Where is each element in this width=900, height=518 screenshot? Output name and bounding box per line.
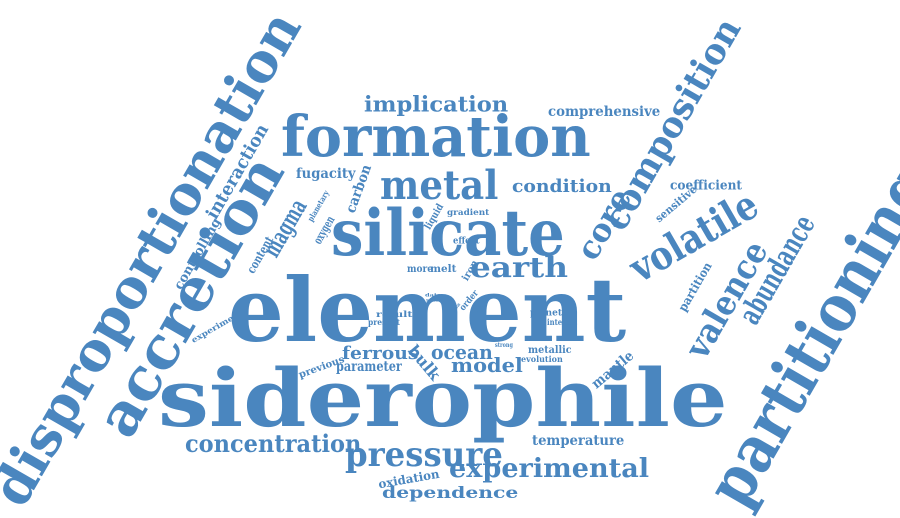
word-dependence: dependence	[382, 483, 519, 502]
word-element: element	[227, 258, 627, 362]
word-present: present	[367, 317, 401, 327]
word-ferrous: ferrous	[341, 343, 419, 364]
word-ocean: ocean	[430, 340, 493, 364]
word-silicate: silicate	[331, 196, 565, 271]
word-fugacity: fugacity	[296, 166, 356, 182]
word-implication: implication	[364, 91, 509, 117]
word-effect: effect	[452, 236, 480, 247]
word-condition: condition	[511, 176, 612, 197]
word-coefficient: coefficient	[669, 178, 743, 194]
word-earth: earth	[469, 251, 569, 284]
word-gradient: gradient	[446, 207, 490, 217]
word-interest: interest	[547, 317, 578, 327]
word-data: data	[425, 292, 442, 299]
word-metallic: metallic	[528, 345, 572, 356]
word-more: more	[406, 264, 433, 275]
word-temperature: temperature	[531, 433, 625, 449]
word-melt: melt	[430, 264, 457, 275]
word-formation: formation	[280, 104, 591, 170]
word-state: state	[425, 297, 442, 304]
word-evolution: evolution	[521, 354, 563, 364]
word-model: model	[450, 353, 523, 377]
word-pressure: pressure	[345, 435, 503, 475]
word-experimental: experimental	[448, 454, 650, 484]
word-comprehensive: comprehensive	[547, 104, 661, 120]
word-planet: planet	[530, 308, 562, 319]
word-parameter: parameter	[335, 359, 402, 375]
word-metal: metal	[380, 162, 499, 209]
word-siderophile: siderophile	[157, 351, 728, 445]
word-strong: strong	[494, 342, 513, 349]
word-concentration: concentration	[184, 429, 362, 458]
word-result: result	[376, 309, 413, 319]
